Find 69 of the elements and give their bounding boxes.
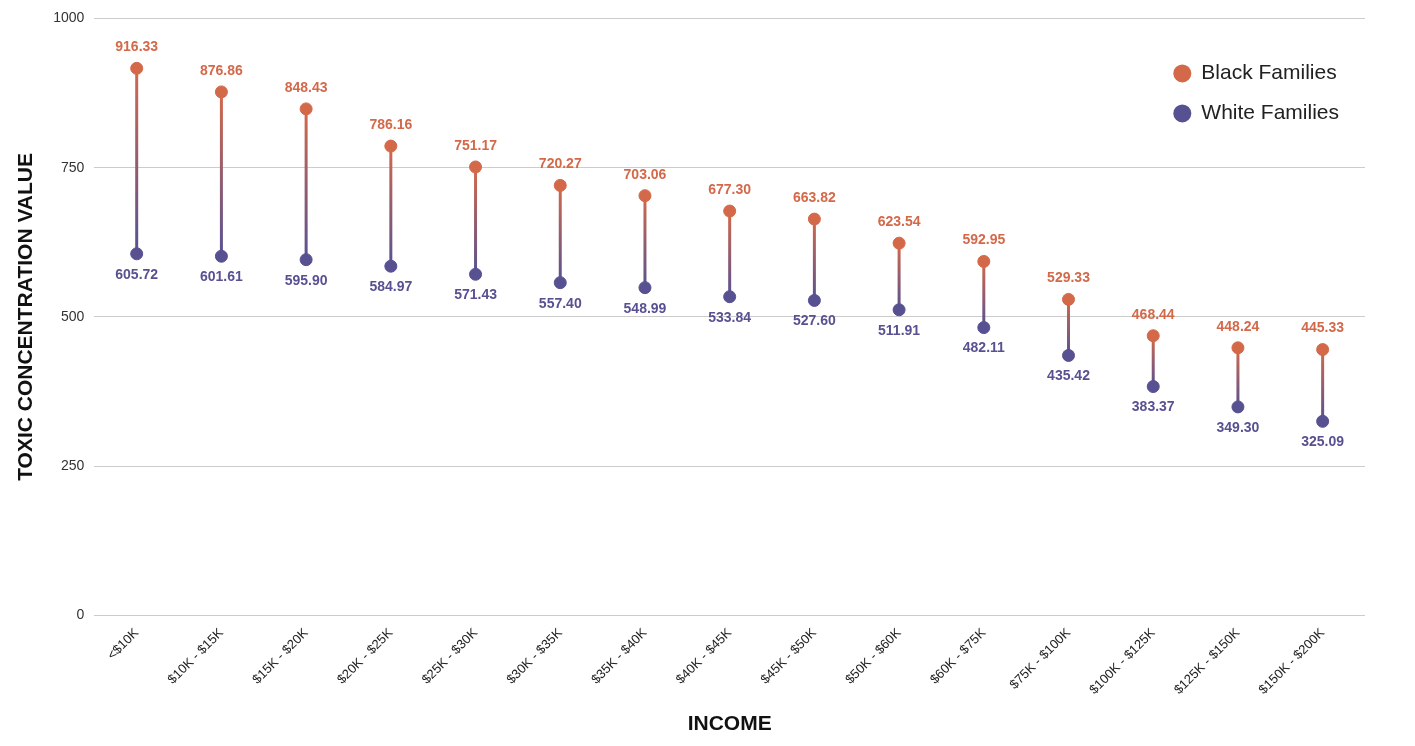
point xyxy=(638,281,652,295)
point xyxy=(807,293,821,307)
point xyxy=(384,259,398,273)
legend-label: White Families xyxy=(1201,100,1340,124)
point xyxy=(977,321,991,335)
data-label: 468.44 xyxy=(1131,305,1175,322)
point xyxy=(1231,341,1245,355)
point xyxy=(638,189,652,203)
point xyxy=(1316,414,1330,428)
data-label: 592.95 xyxy=(962,231,1006,248)
point xyxy=(214,85,228,99)
data-label: 663.82 xyxy=(792,188,836,205)
data-label: 445.33 xyxy=(1301,319,1345,336)
point xyxy=(1316,343,1330,357)
point xyxy=(723,204,737,218)
point xyxy=(469,160,483,174)
y-tick-label: 250 xyxy=(60,457,85,474)
data-label: 584.97 xyxy=(369,278,413,295)
data-label: 876.86 xyxy=(200,61,244,78)
data-label: 623.54 xyxy=(877,213,921,230)
point xyxy=(1231,400,1245,414)
data-label: 511.91 xyxy=(878,321,921,338)
point xyxy=(1062,348,1076,362)
y-tick-label: 1000 xyxy=(53,9,85,26)
y-tick-label: 750 xyxy=(60,158,85,175)
point xyxy=(553,276,567,290)
data-label: 548.99 xyxy=(623,299,667,316)
data-label: 529.33 xyxy=(1047,269,1091,286)
data-label: 786.16 xyxy=(369,115,413,132)
point xyxy=(1062,292,1076,306)
point xyxy=(807,212,821,226)
data-label: 448.24 xyxy=(1216,317,1260,334)
point xyxy=(892,303,906,317)
data-label: 349.30 xyxy=(1216,418,1260,435)
data-label: 703.06 xyxy=(623,165,667,182)
data-label: 383.37 xyxy=(1131,398,1175,415)
point xyxy=(130,247,144,261)
data-label: 533.84 xyxy=(708,308,752,325)
point xyxy=(299,102,313,116)
data-label: 605.72 xyxy=(115,265,159,282)
data-label: 482.11 xyxy=(962,339,1006,356)
point xyxy=(299,253,313,267)
point xyxy=(1146,380,1160,394)
point xyxy=(384,139,398,153)
data-label: 677.30 xyxy=(708,180,752,197)
data-label: 601.61 xyxy=(200,268,244,285)
point xyxy=(553,178,567,192)
data-label: 325.09 xyxy=(1301,433,1345,450)
data-label: 916.33 xyxy=(115,38,159,55)
data-label: 720.27 xyxy=(538,155,582,172)
point xyxy=(723,290,737,304)
data-label: 571.43 xyxy=(454,286,498,303)
point xyxy=(977,254,991,268)
legend-label: Black Families xyxy=(1201,60,1337,84)
point xyxy=(1146,329,1160,343)
y-axis-title: TOXIC CONCENTRATION VALUE xyxy=(13,153,37,481)
data-label: 527.60 xyxy=(792,312,836,329)
data-label: 557.40 xyxy=(538,294,582,311)
x-axis-title: INCOME xyxy=(687,711,772,735)
data-label: 595.90 xyxy=(284,271,328,288)
point xyxy=(469,267,483,281)
point xyxy=(130,61,144,75)
y-tick-label: 0 xyxy=(76,606,85,623)
data-label: 435.42 xyxy=(1047,367,1091,384)
data-label: 848.43 xyxy=(284,78,328,95)
point xyxy=(892,236,906,250)
y-tick-label: 500 xyxy=(60,307,85,324)
point xyxy=(214,249,228,263)
data-label: 751.17 xyxy=(454,136,498,153)
